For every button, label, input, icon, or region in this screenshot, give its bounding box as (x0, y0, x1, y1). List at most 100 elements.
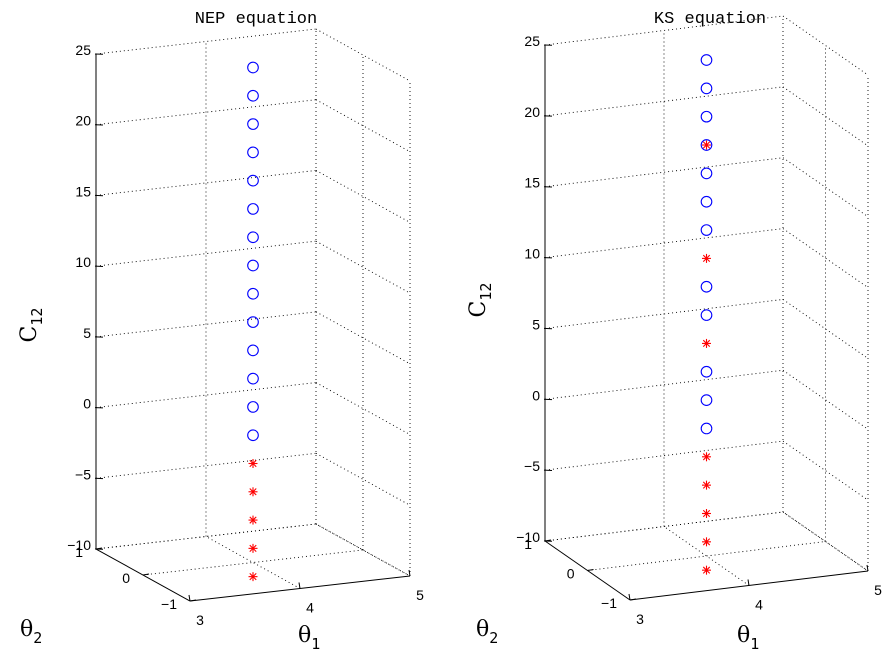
z-tick-label: −10 (516, 529, 540, 545)
y-tick-label: 1 (75, 544, 83, 560)
z-tick-label: 15 (75, 183, 91, 199)
z-axis-label: C12 (17, 308, 46, 343)
data-point-circle (700, 195, 713, 208)
data-point-circle (247, 231, 259, 244)
data-point-star (702, 338, 711, 348)
z-tick-label: −5 (524, 458, 540, 474)
grid-line (782, 157, 869, 218)
data-point-circle (700, 139, 713, 151)
y-axis-label: θ2 (476, 617, 498, 647)
grid-lines (544, 15, 869, 586)
x-tick-label: 3 (196, 612, 204, 628)
data-point-circle (247, 316, 259, 328)
grid-line (95, 311, 317, 338)
data-point-circle (247, 372, 259, 385)
data-point-circle (700, 224, 713, 236)
y-tick (544, 539, 552, 542)
x-tick-label: 4 (755, 597, 763, 613)
z-tick-label: 5 (83, 325, 91, 341)
data-point-star (248, 459, 258, 468)
data-point-star (248, 543, 258, 553)
x-tick (188, 594, 191, 602)
data-point-star (702, 565, 711, 575)
data-point-star (248, 572, 258, 582)
data-point-circle (247, 61, 259, 74)
grid-line (315, 170, 411, 223)
x-axis-label: θ1 (298, 623, 320, 653)
data-point-circle (700, 280, 713, 293)
z-tick-label: 20 (75, 113, 91, 129)
x-tick (298, 582, 301, 589)
x-tick-label: 3 (636, 611, 644, 627)
data-point-circle (700, 167, 713, 180)
data-point-circle (247, 89, 259, 102)
y-tick-label: −1 (161, 596, 177, 612)
x-tick-label: 5 (874, 582, 882, 598)
x-tick-labels: 3 4 5 (196, 587, 424, 628)
data-point-circle (247, 287, 259, 300)
x-tick (747, 579, 750, 586)
data-point-circle (247, 118, 259, 130)
x-tick-label: 4 (306, 600, 314, 616)
data-point-star (702, 253, 711, 263)
y-tick-labels: −1 0 1 (75, 544, 177, 612)
grid-line (95, 523, 317, 550)
z-tick-label: 25 (75, 42, 91, 58)
x-tick (628, 593, 631, 601)
data-point-star (702, 508, 711, 518)
grid-line (95, 169, 317, 196)
grid-lines (95, 28, 411, 589)
grid-line (95, 99, 317, 126)
y-tick-label: 0 (567, 566, 575, 582)
data-markers (700, 54, 713, 575)
grid-line (544, 86, 784, 117)
z-tick-labels: −10 −5 0 5 10 15 20 25 (516, 33, 540, 545)
data-point-circle (247, 203, 259, 215)
y-tick (142, 573, 150, 576)
y-tick (189, 599, 197, 602)
data-point-star (702, 140, 711, 150)
y-tick-label: 0 (122, 570, 130, 586)
data-point-circle (700, 422, 713, 435)
data-point-star (248, 515, 258, 525)
z-tick-labels: −10 −5 0 5 10 15 20 25 (67, 42, 91, 553)
z-tick-label: 10 (524, 246, 540, 262)
data-markers (247, 61, 259, 582)
data-point-circle (247, 429, 259, 442)
y-axis-label: θ2 (20, 617, 42, 647)
z-tick-label: 25 (524, 33, 540, 49)
grid-line (315, 382, 411, 435)
z-tick-label: 5 (532, 316, 540, 332)
data-point-star (248, 487, 258, 497)
z-tick-label: 0 (83, 396, 91, 412)
chart-title: KS equation (654, 10, 766, 29)
x-axis-label: θ1 (737, 623, 759, 653)
data-point-circle (247, 146, 259, 159)
data-point-circle (700, 82, 713, 95)
x-tick (866, 564, 869, 572)
data-point-circle (700, 110, 713, 123)
y-tick (629, 598, 637, 601)
grid-line (544, 228, 784, 259)
y-tick-label: 1 (524, 536, 532, 552)
data-point-circle (700, 54, 713, 66)
y-tick-label: −1 (601, 595, 617, 611)
y-tick (587, 569, 594, 571)
data-point-circle (247, 401, 259, 413)
x-tick-labels: 3 4 5 (636, 582, 882, 627)
y-tick (95, 547, 103, 550)
grid-line (95, 382, 317, 409)
grid-line (95, 240, 317, 267)
grid-line (142, 549, 364, 576)
data-point-circle (247, 174, 259, 187)
grid-line (95, 452, 317, 479)
data-point-circle (700, 309, 713, 321)
grid-line (782, 369, 869, 430)
data-point-circle (247, 344, 259, 357)
grid-line (663, 526, 750, 586)
y-tick-labels: −1 0 1 (524, 536, 617, 611)
data-point-star (702, 480, 711, 490)
axes (94, 53, 411, 602)
